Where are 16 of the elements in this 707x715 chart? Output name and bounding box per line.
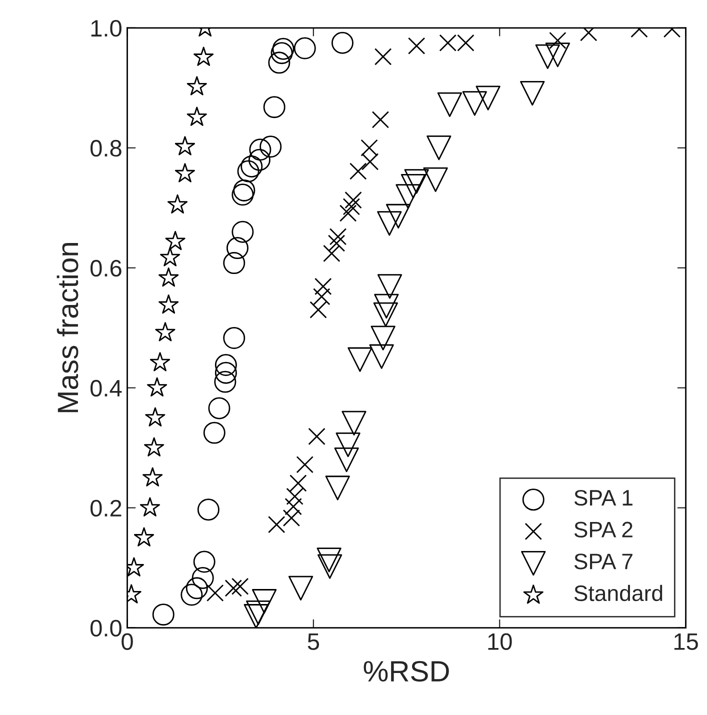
y-tick-label: 1.0: [91, 20, 122, 37]
y-tick-label: 0.8: [90, 140, 122, 157]
legend-label: SPA 1: [574, 490, 632, 506]
y-tick-label: 0.0: [90, 620, 122, 637]
legend-label: Standard: [574, 584, 662, 602]
y-axis-title: Mass fraction: [56, 243, 78, 412]
legend-label: SPA 7: [574, 554, 632, 570]
legend-label: SPA 2: [574, 522, 632, 538]
y-tick-label: 0.2: [90, 500, 122, 517]
x-tick-label: 15: [674, 634, 698, 650]
y-tick-label: 0.6: [90, 260, 122, 277]
x-tick-label: 0: [122, 633, 133, 650]
x-axis-title: %RSD: [364, 660, 449, 682]
x-tick-label: 5: [308, 634, 320, 650]
y-tick-label: 0.4: [90, 380, 122, 397]
x-tick-label: 10: [488, 633, 512, 650]
